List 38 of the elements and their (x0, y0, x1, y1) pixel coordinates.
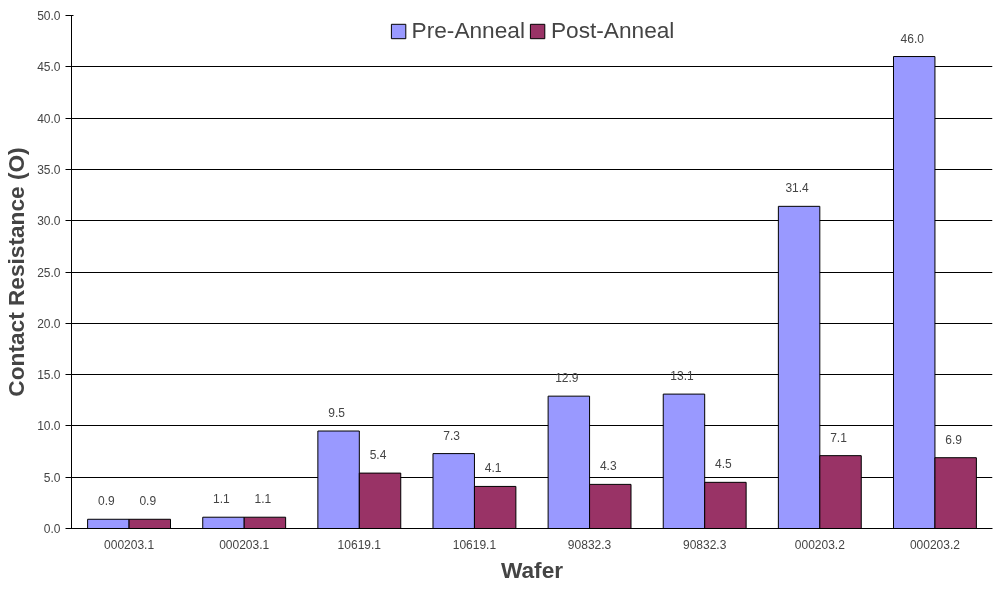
data-label: 4.1 (484, 461, 502, 476)
data-label: 4.5 (715, 457, 733, 472)
y-axis-title: Contact Resistance (O) (3, 147, 30, 397)
data-label: 7.1 (830, 430, 848, 445)
legend-label: Pre-Anneal (411, 17, 525, 44)
data-label: 0.9 (98, 494, 116, 509)
data-label: 7.3 (443, 428, 461, 443)
data-label: 6.9 (945, 432, 963, 447)
data-label: 5.4 (369, 448, 387, 463)
y-tick-label: 25.0 (37, 265, 61, 280)
y-tick-label: 45.0 (37, 60, 61, 75)
legend-label: Post-Anneal (550, 17, 675, 44)
x-tick-label: 10619.1 (337, 537, 382, 552)
data-label: 1.1 (254, 492, 272, 507)
data-label: 46.0 (900, 31, 925, 46)
x-tick-label: 90832.3 (567, 537, 612, 552)
y-tick-label: 35.0 (37, 162, 61, 177)
x-tick-label: 000203.1 (219, 537, 270, 552)
data-label: 12.9 (555, 371, 579, 386)
data-label: 31.4 (785, 181, 810, 196)
x-axis-title: Wafer (500, 556, 564, 583)
data-label: 4.3 (599, 459, 617, 474)
x-tick-label: 000203.2 (909, 537, 961, 552)
y-tick-label: 5.0 (43, 470, 61, 485)
data-label: 1.1 (213, 492, 231, 507)
y-tick-label: 15.0 (37, 368, 61, 383)
x-tick-label: 10619.1 (452, 537, 497, 552)
y-tick-label: 0.0 (43, 522, 61, 536)
y-tick-label: 20.0 (37, 316, 61, 331)
x-tick-label: 000203.2 (794, 537, 846, 552)
x-tick-label: 90832.3 (683, 537, 727, 552)
y-tick-label: 30.0 (37, 214, 61, 229)
data-label: 9.5 (328, 406, 346, 421)
y-tick-label: 40.0 (37, 111, 61, 126)
y-tick-label: 50.0 (37, 9, 61, 23)
data-label: 0.9 (139, 494, 157, 509)
y-tick-label: 10.0 (37, 419, 61, 434)
x-tick-label: 000203.1 (104, 537, 155, 552)
